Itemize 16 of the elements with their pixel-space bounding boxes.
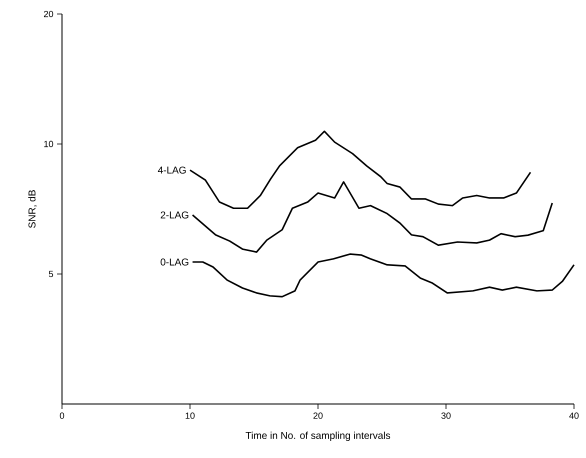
series-label: 0-LAG — [160, 258, 188, 266]
series-label: 2-LAG — [160, 211, 188, 218]
x-tick-label: 40 — [569, 412, 579, 419]
y-tick-label: 20 — [44, 10, 54, 18]
series-label: 4-LAG — [158, 166, 186, 174]
line-series — [189, 130, 532, 210]
line-series — [192, 181, 554, 253]
y-tick-label: 10 — [44, 140, 54, 148]
x-tick-label: 10 — [186, 412, 195, 419]
x-tick-label: 0 — [60, 412, 64, 419]
y-axis-title: SNR, dB — [28, 190, 37, 228]
x-axis-title: Time in No. of sampling intervals — [246, 432, 390, 441]
x-tick-label: 20 — [313, 412, 323, 419]
x-tick-label: 30 — [441, 412, 451, 419]
y-tick-label: 5 — [48, 270, 54, 278]
line-series — [192, 253, 575, 298]
